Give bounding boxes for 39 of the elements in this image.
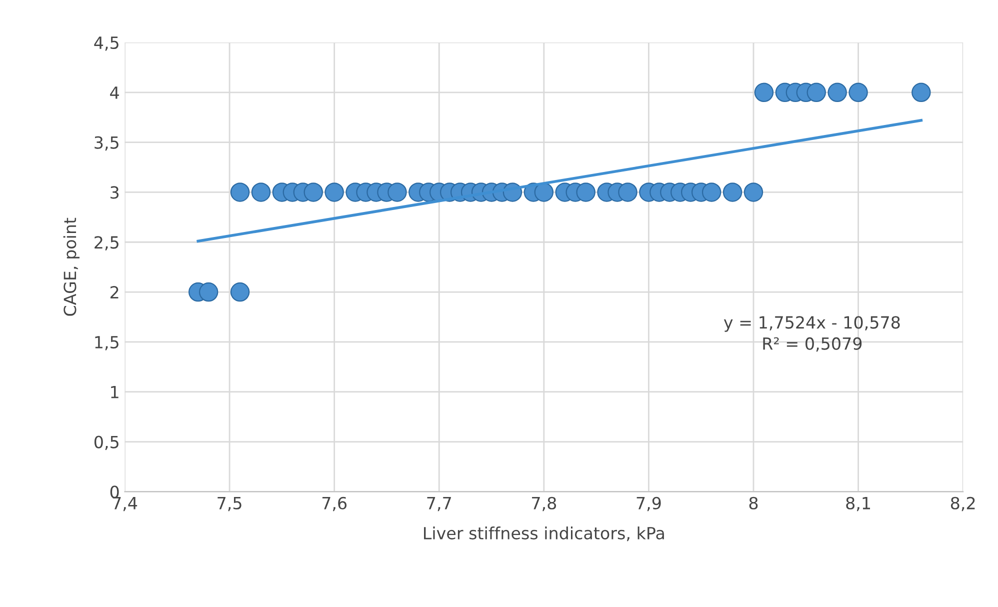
point <box>324 182 344 202</box>
point <box>251 182 271 202</box>
point <box>534 182 554 202</box>
y-tick-label: 3,5 <box>94 136 118 151</box>
point <box>230 182 250 202</box>
x-tick-label: 7,8 <box>532 496 556 512</box>
y-axis-title: CAGE, point <box>63 218 80 316</box>
y-tick-label: 1 <box>111 386 118 398</box>
x-tick-label: 7,4 <box>112 497 138 512</box>
point <box>230 282 250 302</box>
point <box>912 82 931 102</box>
point <box>754 82 774 102</box>
y-tick-label: 4,5 <box>94 36 118 51</box>
x-tick-label: 8,2 <box>950 496 975 512</box>
annotation: y = 1,7524x - 10,578 R² = 0,5079 <box>724 316 900 352</box>
x-tick-label: 8,1 <box>846 496 870 512</box>
point <box>722 182 742 202</box>
point <box>576 182 596 202</box>
y-tick-label: 2,5 <box>94 236 118 250</box>
x-axis-title: Liver stiffness indicators, kPa <box>424 526 664 542</box>
x-tick-label: 7,5 <box>218 497 242 512</box>
point <box>806 82 826 102</box>
y-tick-label: 2 <box>110 286 118 298</box>
x-tick-label: 7,9 <box>636 496 661 512</box>
point <box>702 182 722 202</box>
point <box>618 182 638 202</box>
x-tick-label: 8 <box>749 496 758 510</box>
point <box>848 82 868 102</box>
y-tick-label: 4 <box>110 86 119 99</box>
point <box>828 82 847 102</box>
point <box>304 182 323 202</box>
x-tick-label: 7,7 <box>427 497 451 512</box>
y-tick-label: 1,5 <box>95 336 118 350</box>
y-tick-label: 3 <box>110 186 119 199</box>
y-tick-label: 0,5 <box>94 436 118 450</box>
point <box>198 282 218 302</box>
point <box>744 182 764 202</box>
point <box>388 182 407 202</box>
x-tick-label: 7,6 <box>322 496 347 512</box>
